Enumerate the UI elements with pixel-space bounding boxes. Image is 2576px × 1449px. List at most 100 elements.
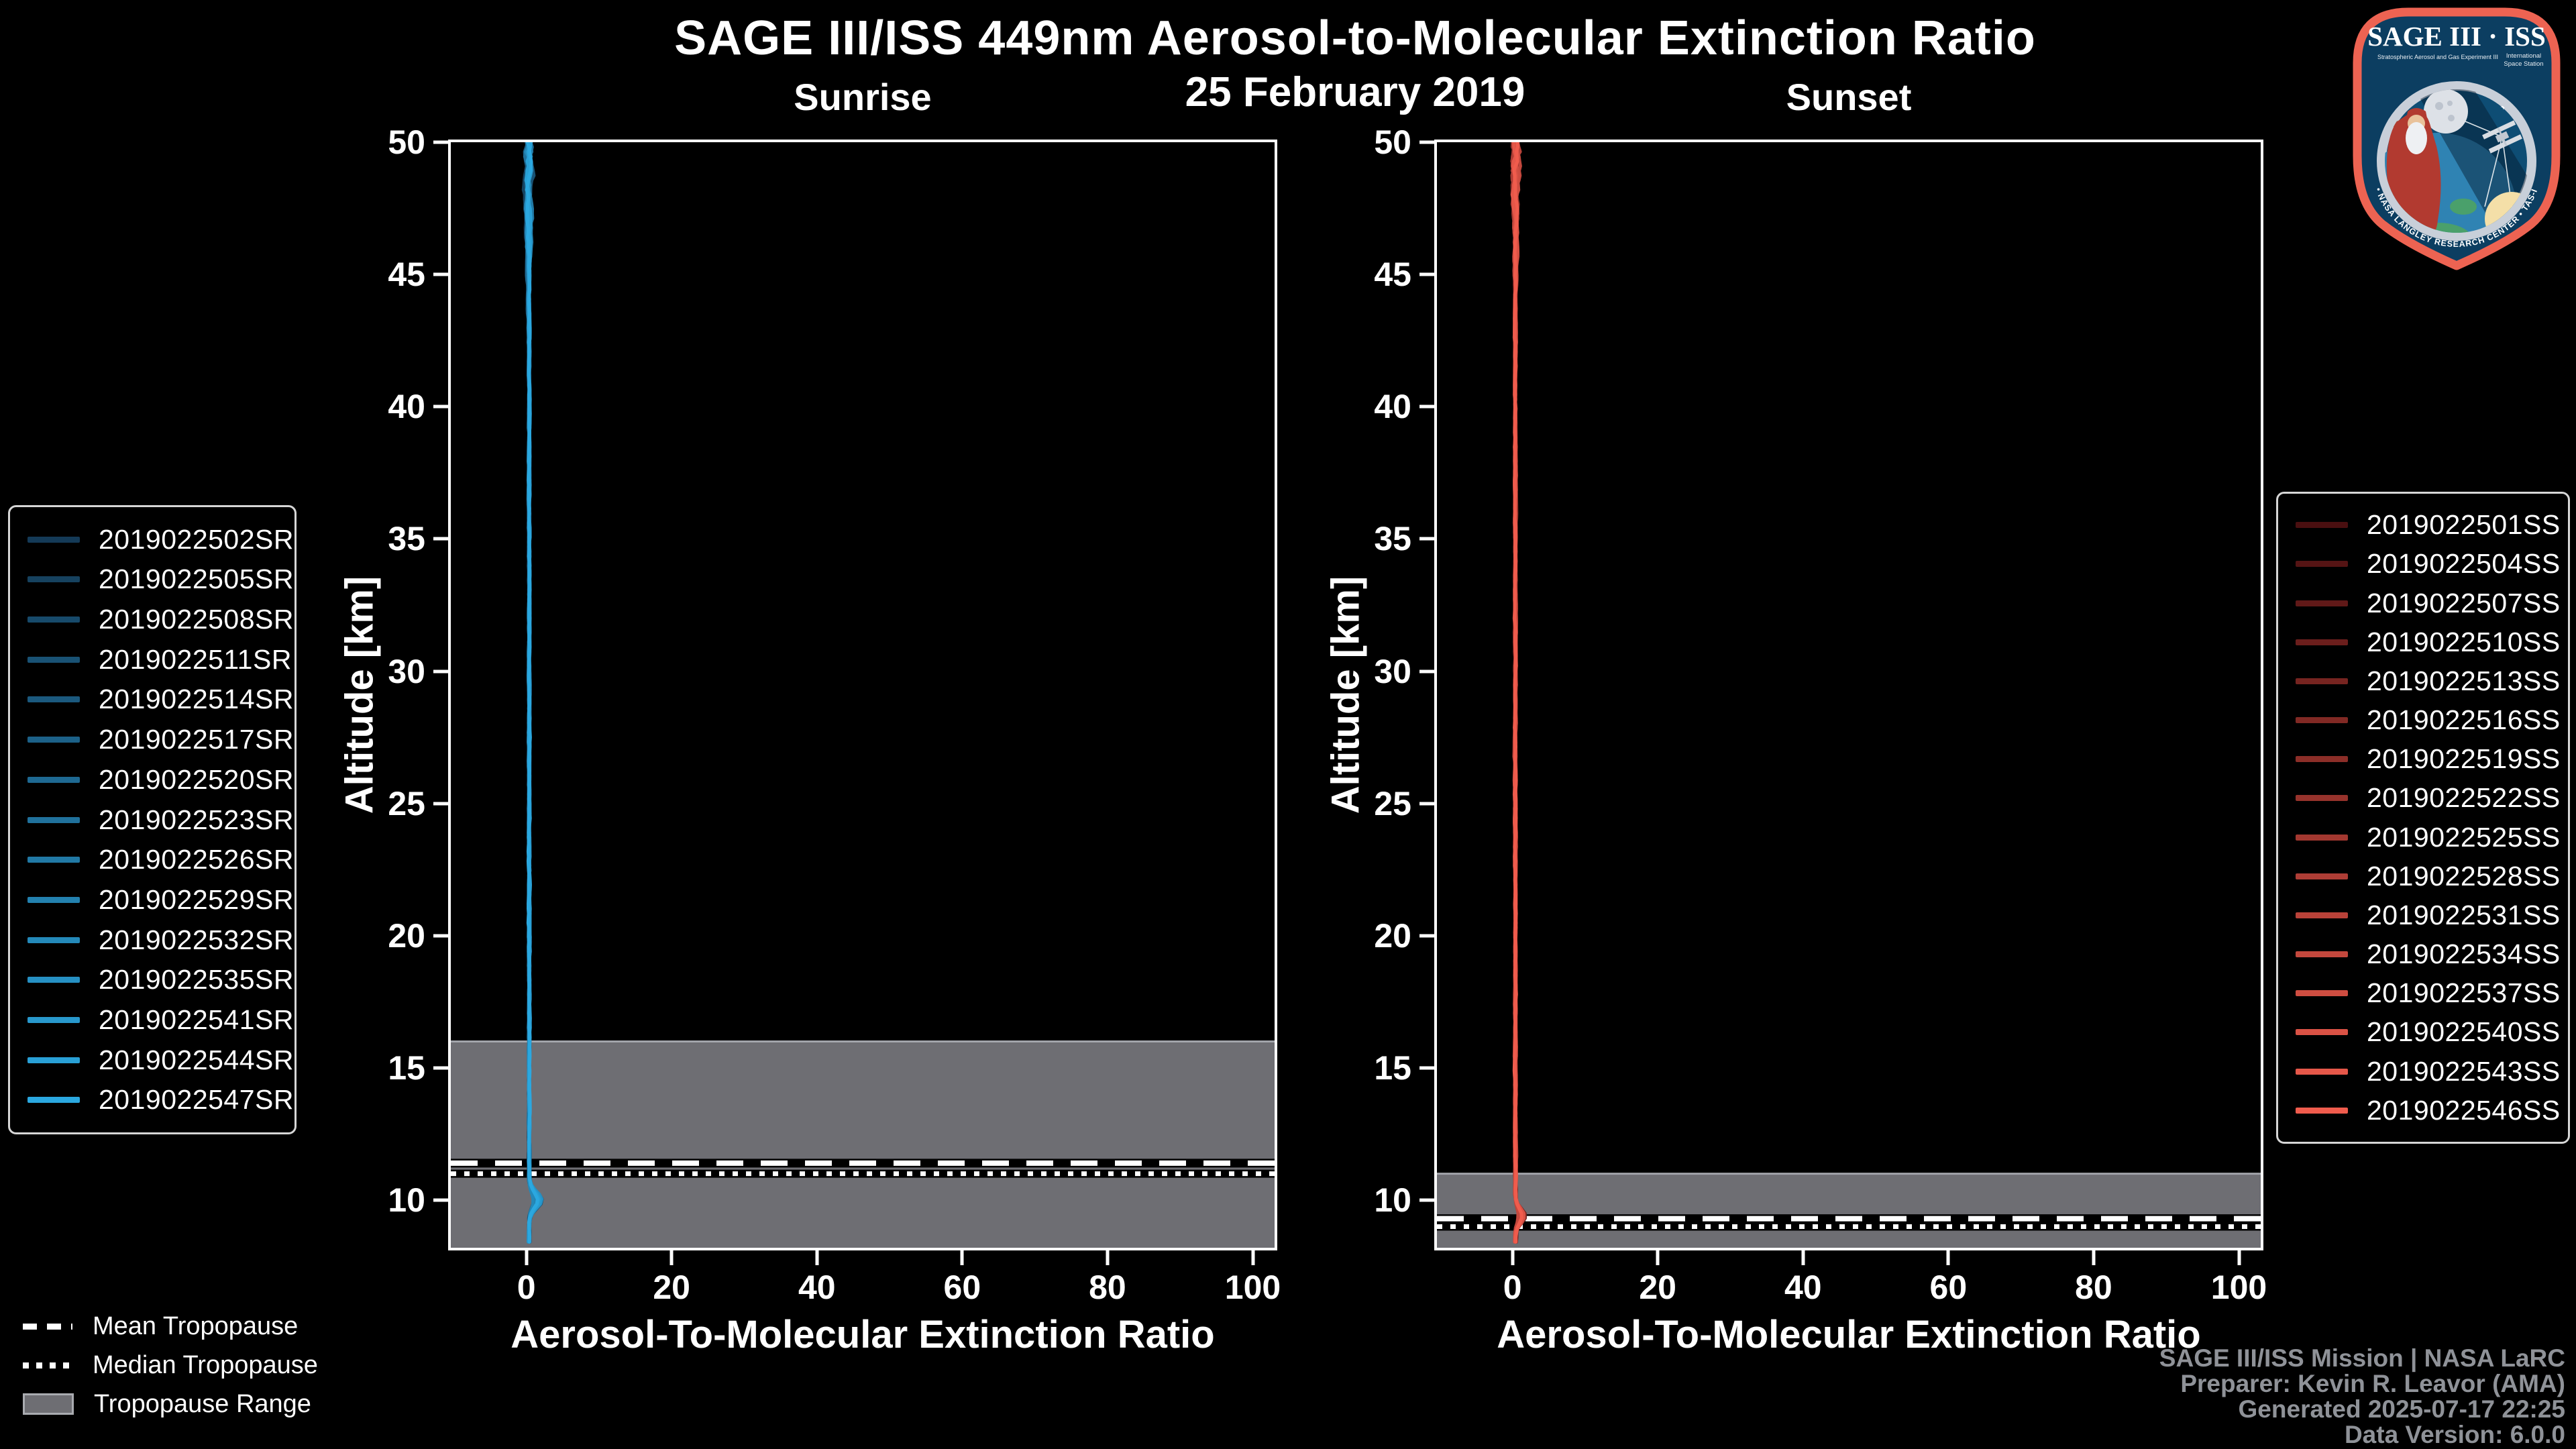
- x-tick: [815, 1250, 819, 1265]
- y-tick: [433, 140, 448, 144]
- legend-item: 2019022528SS: [2278, 861, 2568, 892]
- legend-label: 2019022526SR: [99, 844, 294, 875]
- y-tick-label: 40: [388, 388, 425, 426]
- legend-line-swatch: [2296, 912, 2348, 918]
- legend-line-swatch: [2296, 795, 2348, 802]
- x-tick: [2237, 1250, 2241, 1265]
- x-tick-label: 60: [1929, 1269, 1968, 1306]
- iss: [2482, 120, 2522, 154]
- legend-item: 2019022546SS: [2278, 1095, 2568, 1126]
- patch-title: SAGE III · ISS: [2367, 21, 2546, 52]
- y-tick: [1419, 934, 1434, 938]
- legend-item: 2019022501SS: [2278, 509, 2568, 541]
- legend-item: 2019022508SR: [10, 604, 294, 635]
- x-tick-label: 0: [517, 1269, 536, 1306]
- legend-label: 2019022537SS: [2367, 977, 2561, 1009]
- tropopause-range-band: [1437, 1173, 2261, 1248]
- x-tick-label: 40: [1784, 1269, 1822, 1306]
- y-tick: [433, 272, 448, 276]
- y-tick: [433, 537, 448, 541]
- y-tick: [433, 405, 448, 409]
- legend-line-swatch: [2296, 990, 2348, 997]
- legend-item: 2019022531SS: [2278, 900, 2568, 931]
- legend-item: 2019022543SS: [2278, 1056, 2568, 1087]
- y-tick-label: 40: [1374, 388, 1411, 426]
- profile-line-2019022546SS: [1512, 142, 1523, 1244]
- legend-label: 2019022519SS: [2367, 743, 2561, 775]
- legend-line-swatch: [2296, 1107, 2348, 1114]
- legend-item: 2019022525SS: [2278, 822, 2568, 853]
- sunset-plot-canvas: [1437, 142, 2261, 1248]
- x-tick-label: 80: [2075, 1269, 2112, 1306]
- x-tick: [1656, 1250, 1660, 1265]
- legend-item: 2019022529SR: [10, 884, 294, 916]
- x-tick-label: 80: [1089, 1269, 1126, 1306]
- legend-label: 2019022501SS: [2367, 509, 2561, 541]
- y-tick-label: 30: [1374, 652, 1411, 690]
- sunrise-plot: Aerosol-To-Molecular Extinction Ratio Al…: [338, 123, 1281, 1356]
- legend-line-swatch: [28, 776, 80, 783]
- band-swatch: [23, 1393, 74, 1415]
- x-tick: [525, 1250, 529, 1265]
- y-tick-label: 30: [388, 652, 425, 690]
- y-tick: [1419, 669, 1434, 674]
- legend-label: Tropopause Range: [94, 1389, 311, 1418]
- figure-date: 25 February 2019: [1185, 69, 1525, 115]
- sunset-plot: Aerosol-To-Molecular Extinction Ratio Al…: [1324, 123, 2267, 1356]
- y-tick: [1419, 802, 1434, 806]
- legend-item: 2019022535SR: [10, 964, 294, 996]
- legend-item: 2019022547SR: [10, 1084, 294, 1116]
- legend-label: 2019022547SR: [99, 1084, 294, 1116]
- x-tick-label: 20: [653, 1269, 690, 1306]
- legend-item: 2019022532SR: [10, 924, 294, 956]
- legend-item: 2019022514SR: [10, 684, 294, 715]
- y-tick: [1419, 272, 1434, 276]
- profile-line-2019022547SR: [525, 142, 539, 1244]
- legend-label: 2019022504SS: [2367, 548, 2561, 580]
- sunrise-plot-canvas: [451, 142, 1275, 1248]
- legend-item: 2019022504SS: [2278, 548, 2568, 580]
- legend-label: 2019022544SR: [99, 1044, 294, 1075]
- legend-label: 2019022511SR: [99, 643, 292, 675]
- panel-title-sunset: Sunset: [1786, 76, 1912, 118]
- legend-label: 2019022510SS: [2367, 626, 2561, 657]
- x-tick-label: 20: [1639, 1269, 1676, 1306]
- legend-label: 2019022543SS: [2367, 1055, 2561, 1087]
- legend-line-swatch: [28, 977, 80, 983]
- y-tick-label: 45: [1374, 256, 1411, 294]
- sunset-event-legend: 2019022501SS 2019022504SS 2019022507SS 2019…: [2276, 492, 2570, 1144]
- patch-subtitle-right-1: International: [2506, 52, 2541, 60]
- legend-item: 2019022534SS: [2278, 938, 2568, 970]
- legend-line-swatch: [28, 816, 80, 823]
- legend-label: 2019022514SR: [99, 684, 294, 715]
- patch-subtitle-right-2: Space Station: [2504, 60, 2543, 68]
- x-tick: [669, 1250, 674, 1265]
- y-tick: [433, 802, 448, 806]
- legend-label: 2019022534SS: [2367, 938, 2561, 970]
- y-tick: [1419, 140, 1434, 144]
- y-tick-label: 45: [388, 256, 425, 294]
- legend-line-swatch: [2296, 522, 2348, 529]
- y-tick-label: 50: [388, 123, 425, 161]
- panel-title-sunrise: Sunrise: [794, 76, 932, 118]
- sunrise-event-legend: 2019022502SR 2019022505SR 2019022508SR 2019…: [8, 505, 297, 1134]
- sunrise-xaxis-label: Aerosol-To-Molecular Extinction Ratio: [511, 1313, 1215, 1356]
- legend-item: 2019022544SR: [10, 1044, 294, 1076]
- legend-line-swatch: [28, 1097, 80, 1104]
- y-tick-label: 20: [1374, 916, 1411, 955]
- legend-line-swatch: [28, 536, 80, 543]
- x-tick: [1106, 1250, 1110, 1265]
- legend-line-swatch: [2296, 1068, 2348, 1075]
- legend-label: 2019022513SS: [2367, 665, 2561, 696]
- x-tick: [1511, 1250, 1515, 1265]
- legend-item: 2019022520SR: [10, 764, 294, 796]
- legend-label: 2019022502SR: [99, 523, 294, 555]
- legend-item: 2019022540SS: [2278, 1016, 2568, 1048]
- legend-line-swatch: [28, 857, 80, 863]
- legend-line-swatch: [28, 896, 80, 903]
- sage-beard: [2406, 122, 2427, 154]
- dashed-line-swatch: [23, 1323, 72, 1330]
- x-tick-label: 0: [1503, 1269, 1522, 1306]
- legend-item-tropopause-range: Tropopause Range: [23, 1385, 318, 1424]
- legend-label: 2019022522SS: [2367, 782, 2561, 814]
